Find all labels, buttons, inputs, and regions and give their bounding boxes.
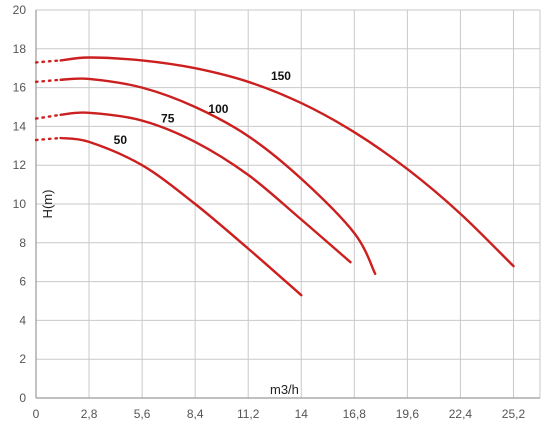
x-tick-label: 0 [33, 407, 40, 421]
series-labels: 150 100 75 50 [114, 69, 292, 147]
x-axis-label: m3/h [270, 382, 299, 397]
series-150-line [59, 56, 515, 268]
x-tick-label: 25,2 [502, 407, 526, 421]
grid-lines [36, 9, 541, 398]
x-tick-label: 2,8 [81, 407, 98, 421]
x-tick-label: 11,2 [237, 407, 260, 421]
x-tick-label: 16,8 [343, 407, 367, 421]
series-150-label: 150 [271, 69, 291, 83]
series-100-label: 100 [208, 102, 228, 116]
y-tick-label: 14 [13, 119, 27, 133]
y-tick-label: 12 [13, 158, 27, 172]
x-tick-label: 8,4 [187, 407, 204, 421]
series-75-line [59, 111, 352, 264]
tick-labels: 0 2,8 5,6 8,4 11,2 14 16,8 19,6 22,4 25,2 0 2 4 6 8 10 1… [13, 3, 526, 421]
y-tick-label: 0 [19, 391, 26, 405]
y-tick-label: 18 [13, 42, 27, 56]
y-tick-label: 10 [13, 197, 27, 211]
series-50-line [59, 136, 303, 297]
series-100-line [59, 77, 377, 275]
x-tick-label: 19,6 [396, 407, 420, 421]
series-50-dotted-segment [34, 136, 62, 142]
series-75-dotted-segment [34, 113, 62, 120]
y-tick-label: 2 [19, 352, 26, 366]
series-lines [34, 56, 515, 297]
axes [35, 10, 540, 399]
y-tick-label: 6 [19, 275, 26, 289]
y-tick-label: 20 [13, 3, 27, 17]
y-axis-label: H(m) [40, 190, 55, 219]
x-tick-label: 14 [295, 407, 309, 421]
x-tick-label: 5,6 [134, 407, 151, 421]
y-tick-label: 16 [13, 81, 27, 95]
y-tick-label: 4 [19, 313, 26, 327]
series-75-label: 75 [161, 112, 175, 126]
y-tick-label: 8 [19, 236, 26, 250]
series-50-label: 50 [114, 133, 128, 147]
x-tick-label: 22,4 [449, 407, 473, 421]
series-100-dotted-segment [34, 78, 62, 84]
series-150-dotted-segment [34, 59, 62, 64]
